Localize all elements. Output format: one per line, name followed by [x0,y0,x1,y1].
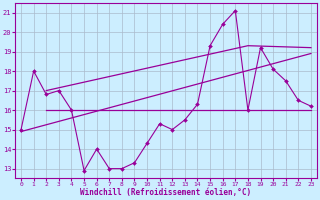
X-axis label: Windchill (Refroidissement éolien,°C): Windchill (Refroidissement éolien,°C) [80,188,252,197]
